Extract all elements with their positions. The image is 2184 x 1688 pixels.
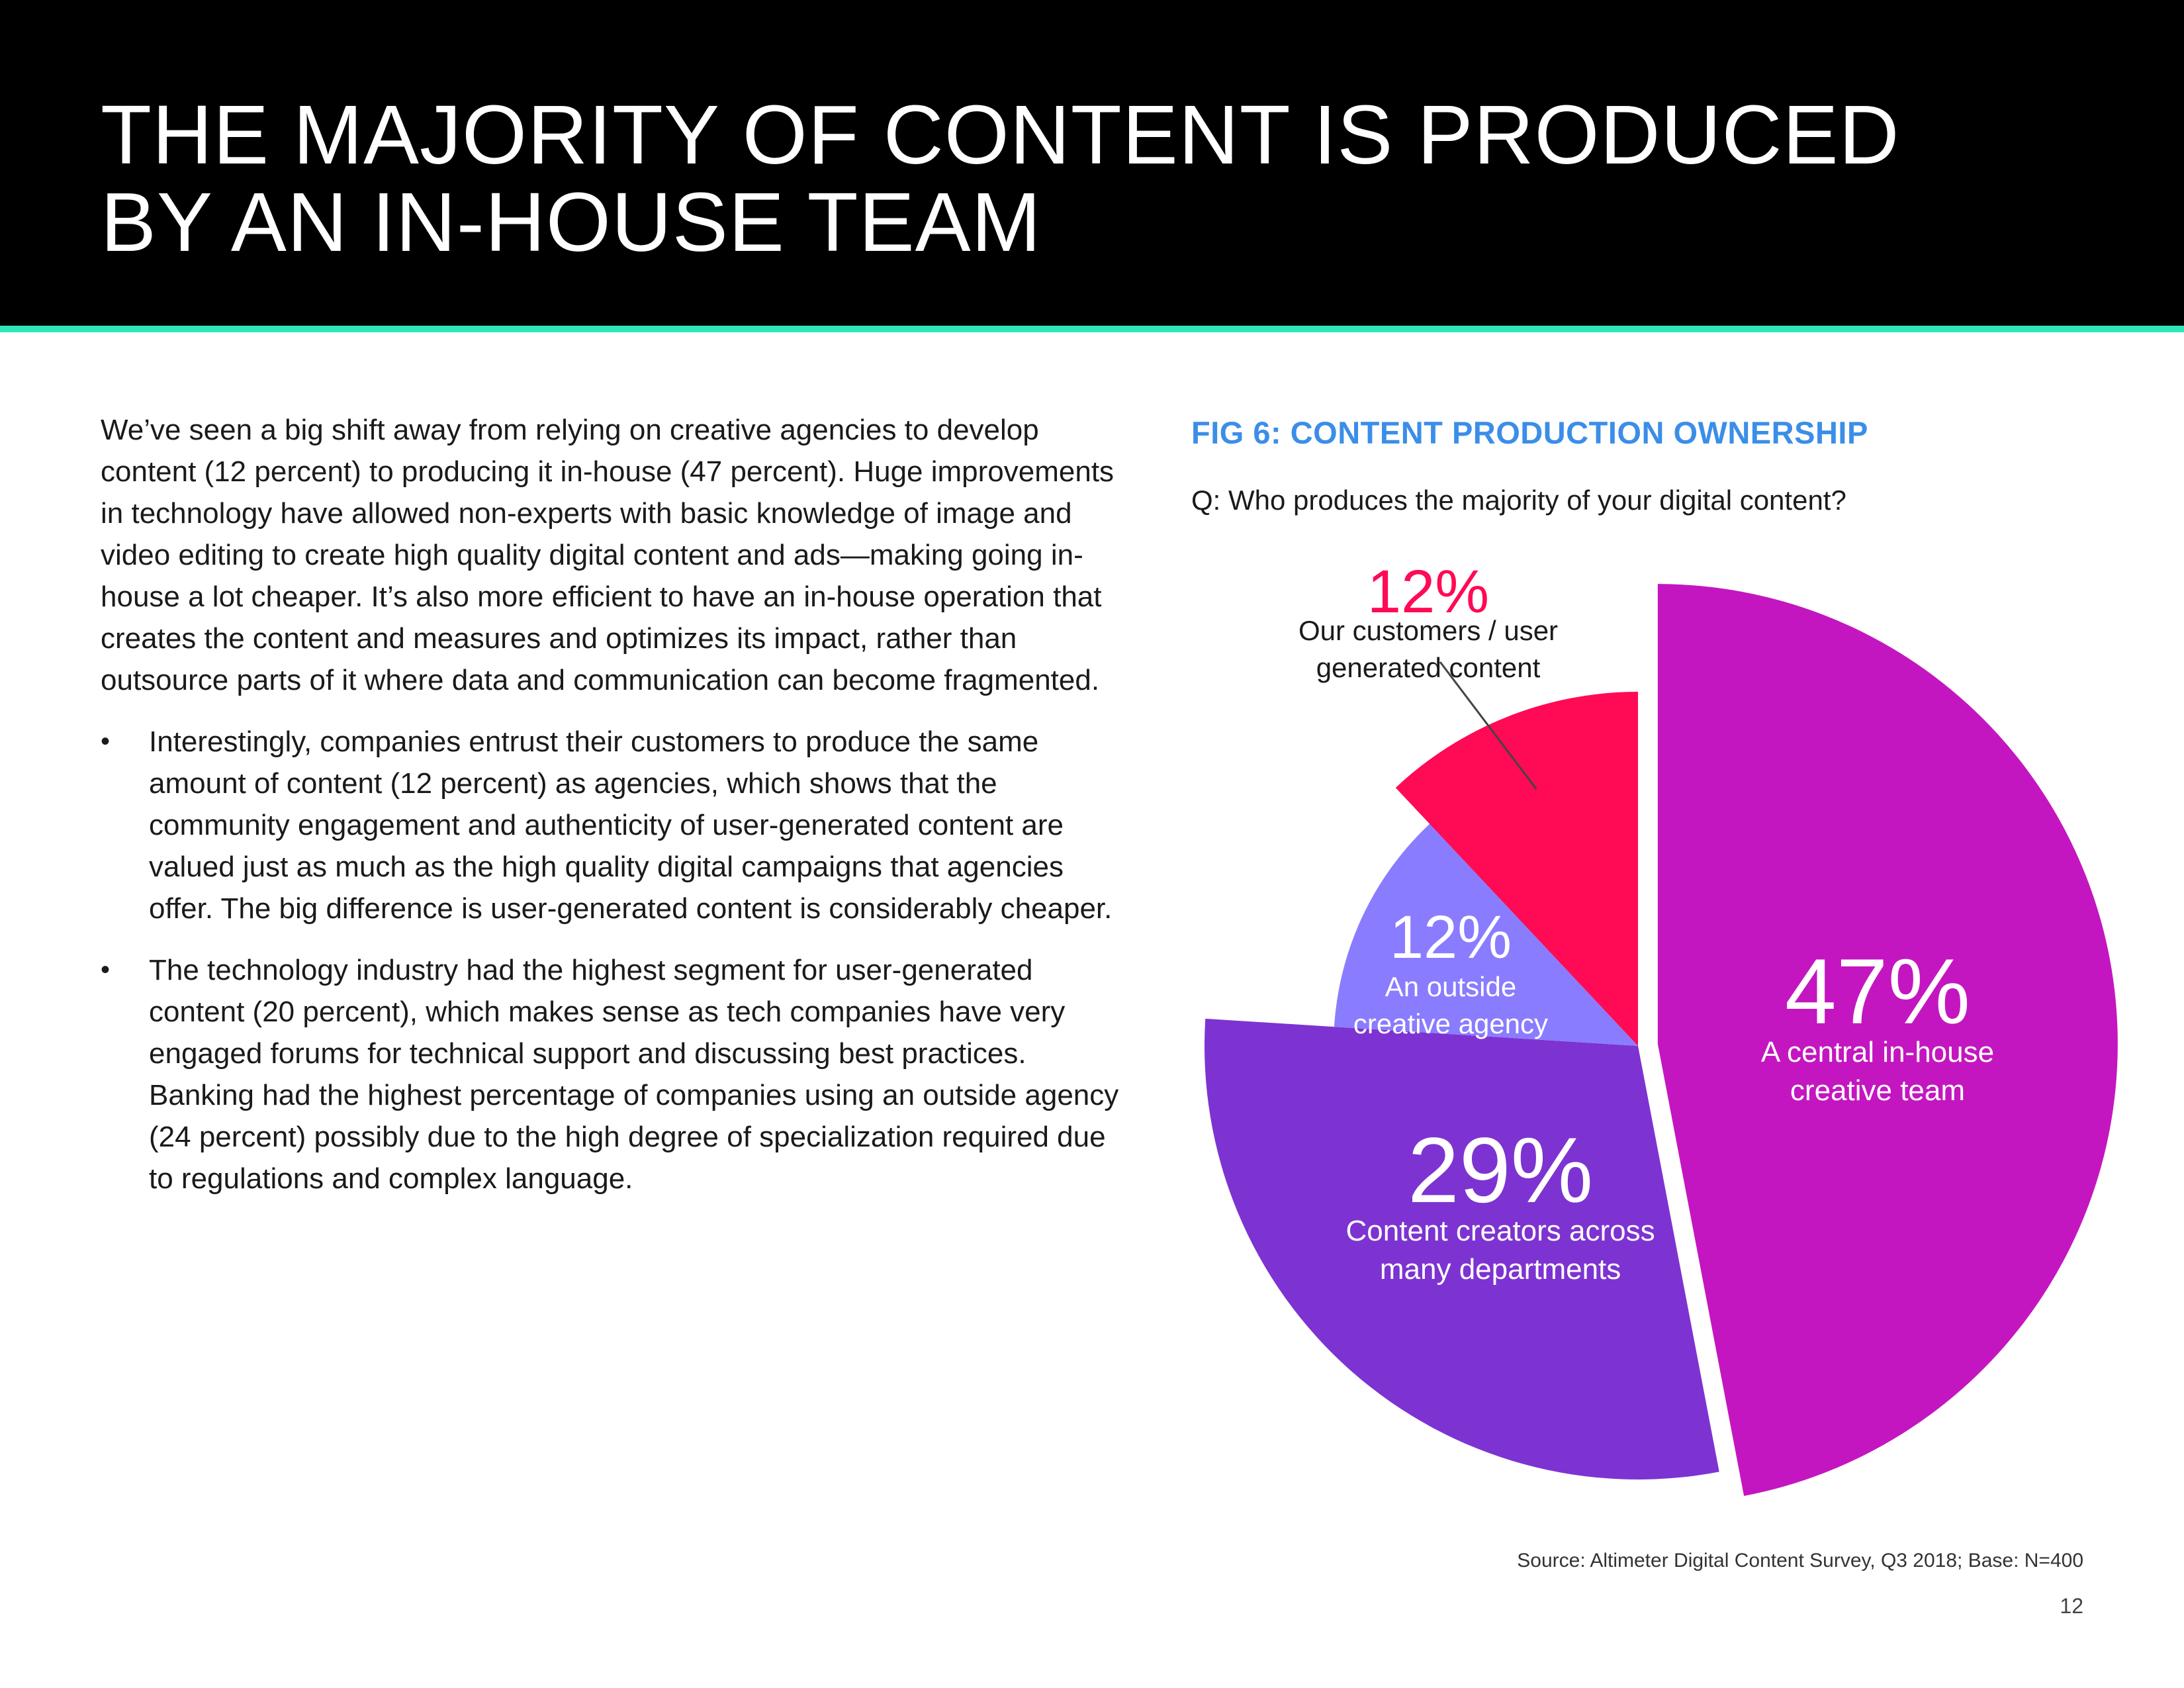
- slice-value-label: 29%: [1408, 1118, 1593, 1222]
- slice-category-label: creative team: [1790, 1074, 1965, 1107]
- bullet-list: • Interestingly, companies entrust their…: [101, 721, 1120, 1199]
- bullet-item: • Interestingly, companies entrust their…: [101, 721, 1120, 929]
- body-text-column: We’ve seen a big shift away from relying…: [101, 409, 1120, 1219]
- source-note: Source: Altimeter Digital Content Survey…: [1517, 1550, 2083, 1571]
- pie-slice: [1657, 584, 2118, 1496]
- slice-value-label: 12%: [1390, 904, 1512, 971]
- page-number: 12: [2060, 1594, 2083, 1618]
- intro-paragraph: We’ve seen a big shift away from relying…: [101, 414, 1115, 696]
- slice-value-label: 12%: [1367, 558, 1489, 626]
- bullet-text: Interestingly, companies entrust their c…: [149, 726, 1113, 925]
- page-title-line-1: THE MAJORITY OF CONTENT IS PRODUCED: [101, 88, 1900, 181]
- figure-question: Q: Who produces the majority of your dig…: [1191, 485, 1846, 516]
- bullet-text: The technology industry had the highest …: [149, 954, 1119, 1195]
- slice-category-label: An outside: [1385, 971, 1516, 1002]
- slice-category-label: Content creators across: [1346, 1215, 1655, 1247]
- bullet-marker: •: [101, 727, 111, 756]
- slice-category-label: generated content: [1316, 652, 1541, 683]
- slice-category-label: A central in-house: [1761, 1036, 1994, 1068]
- slice-category-label: many departments: [1380, 1253, 1621, 1286]
- leader-line: [1439, 661, 1537, 790]
- pie-slice: [1395, 692, 1638, 1046]
- slice-value-label: 47%: [1785, 939, 1970, 1043]
- bullet-item: • The technology industry had the highes…: [101, 949, 1120, 1199]
- pie-chart: 47%A central in-house creative team 29%Con…: [1205, 558, 2118, 1496]
- page-title-line-2: BY AN IN-HOUSE TEAM: [101, 175, 1042, 269]
- slice-category-label: creative agency: [1353, 1008, 1548, 1039]
- pie-slice: [1205, 1018, 1719, 1479]
- pie-slice: [1334, 823, 1638, 1046]
- bullet-marker: •: [101, 955, 111, 984]
- header-band: THE MAJORITY OF CONTENT IS PRODUCED BY A…: [0, 0, 2184, 326]
- header-accent-rule: [0, 326, 2184, 332]
- slice-category-label: Our customers / user: [1298, 615, 1558, 646]
- page-title: THE MAJORITY OF CONTENT IS PRODUCED BY A…: [101, 91, 2020, 266]
- figure-title: FIG 6: CONTENT PRODUCTION OWNERSHIP: [1191, 415, 1868, 450]
